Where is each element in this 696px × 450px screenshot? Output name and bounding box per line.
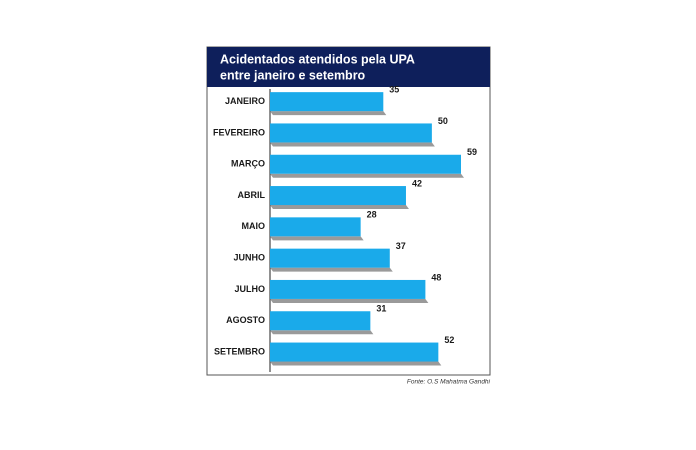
chart-subtitle: entre janeiro e setembro (220, 68, 366, 82)
y-tick-label: MAIO (242, 221, 266, 231)
y-tick-label: MARÇO (231, 159, 265, 169)
value-label: 42 (412, 178, 422, 188)
y-tick-label: ABRIL (238, 190, 266, 200)
value-label: 59 (467, 147, 477, 157)
bar (270, 279, 426, 299)
bar-shadow (270, 267, 393, 272)
value-label: 37 (396, 241, 406, 251)
bar (270, 123, 432, 143)
y-tick-label: FEVEREIRO (213, 127, 265, 137)
bar-shadow (270, 236, 364, 241)
value-label: 50 (438, 116, 448, 126)
bar (270, 154, 461, 174)
bar (270, 92, 384, 112)
bar-shadow (270, 298, 429, 303)
bar-shadow (270, 173, 464, 178)
bar-shadow (270, 142, 435, 147)
bar (270, 342, 439, 362)
bar (270, 311, 371, 331)
bar-shadow (270, 111, 387, 116)
value-label: 52 (444, 335, 454, 345)
bar-shadow (270, 330, 374, 335)
bar-shadow (270, 205, 409, 210)
source-note: Fonte: O.S Mahatma Gandhi (407, 379, 491, 386)
y-tick-label: SETEMBRO (214, 346, 265, 356)
bar (270, 186, 406, 206)
bar (270, 217, 361, 237)
value-label: 35 (389, 85, 399, 95)
title-band (207, 47, 490, 87)
bar (270, 248, 390, 268)
chart-title: Acidentados atendidos pela UPA (220, 52, 415, 66)
value-label: 31 (376, 304, 386, 314)
bar-shadow (270, 361, 442, 366)
value-label: 48 (431, 272, 441, 282)
y-tick-label: JANEIRO (225, 96, 265, 106)
value-label: 28 (367, 210, 377, 220)
y-tick-label: AGOSTO (226, 315, 265, 325)
y-tick-label: JULHO (234, 284, 265, 294)
y-tick-label: JUNHO (233, 253, 265, 263)
